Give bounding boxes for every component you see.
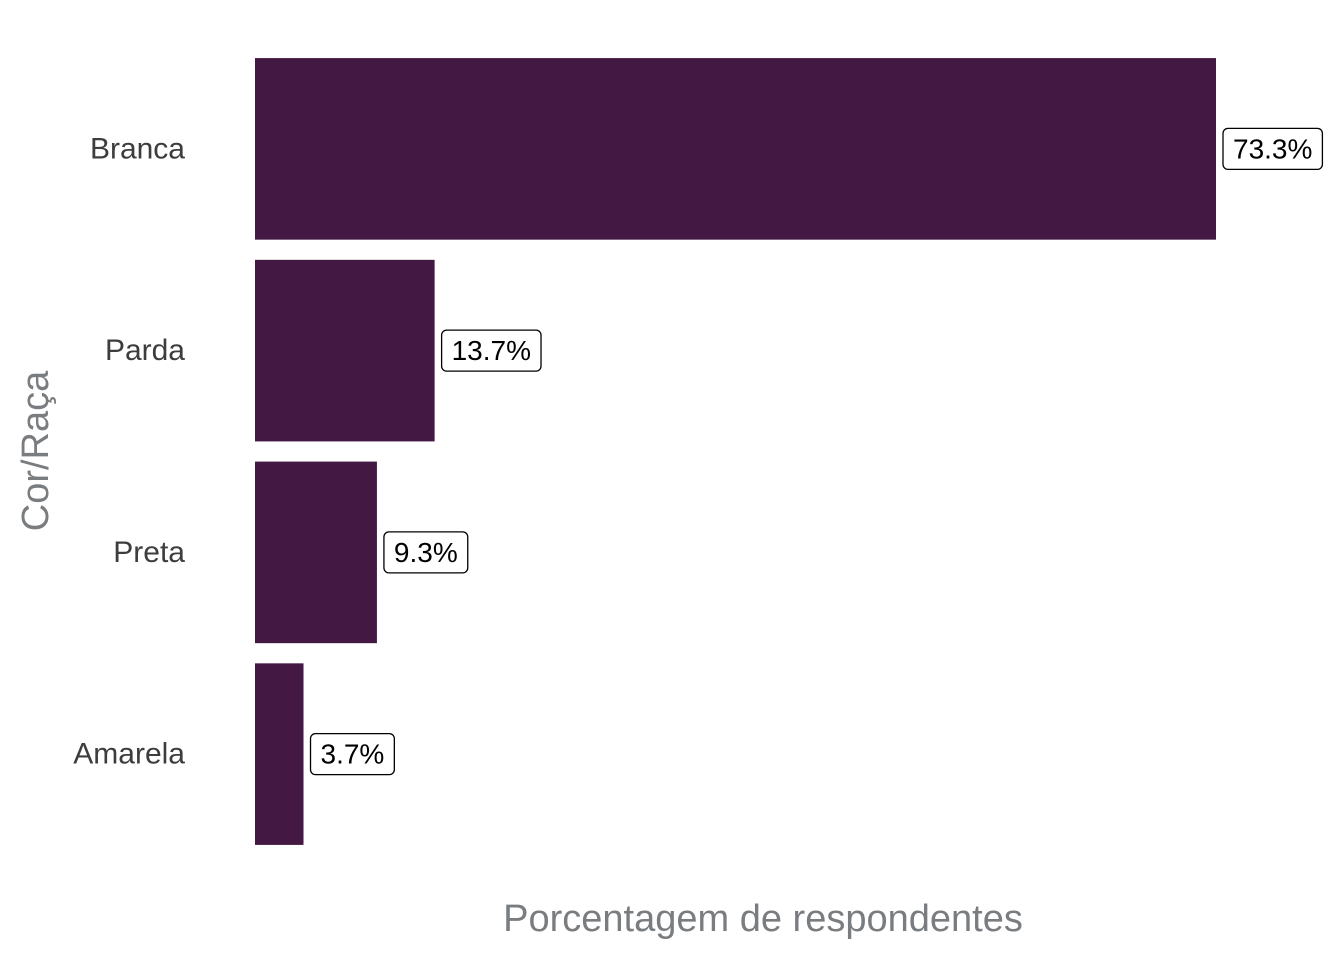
data-label: 3.7% <box>309 732 395 776</box>
data-label-box <box>440 329 542 372</box>
bar-parda <box>255 259 435 442</box>
data-label: 9.3% <box>383 531 469 574</box>
x-axis-title: Porcentagem de respondentes <box>503 898 1023 940</box>
bar-branca <box>255 58 1216 240</box>
data-label-box <box>309 732 395 776</box>
data-label-box <box>383 531 469 574</box>
data-label-text: 13.7% <box>452 335 531 366</box>
bar-amarela <box>255 663 304 845</box>
bars-group <box>255 58 1216 845</box>
bar-preta <box>255 461 377 644</box>
data-label-text: 9.3% <box>394 537 458 568</box>
y-axis-title: Cor/Raça <box>15 370 57 531</box>
data-label-box <box>1222 127 1324 171</box>
y-tick-label: Amarela <box>73 738 185 771</box>
y-tick-label: Branca <box>90 132 185 165</box>
data-label: 73.3% <box>1222 127 1324 171</box>
data-labels: 73.3% 13.7% 9.3% 3.7% <box>309 127 1324 776</box>
data-label: 13.7% <box>440 329 542 372</box>
data-label-text: 73.3% <box>1233 133 1312 164</box>
data-label-text: 3.7% <box>321 739 385 770</box>
y-tick-label: Preta <box>113 536 185 569</box>
y-tick-labels: Branca Parda Preta Amarela <box>73 132 185 770</box>
y-tick-label: Parda <box>105 334 185 367</box>
